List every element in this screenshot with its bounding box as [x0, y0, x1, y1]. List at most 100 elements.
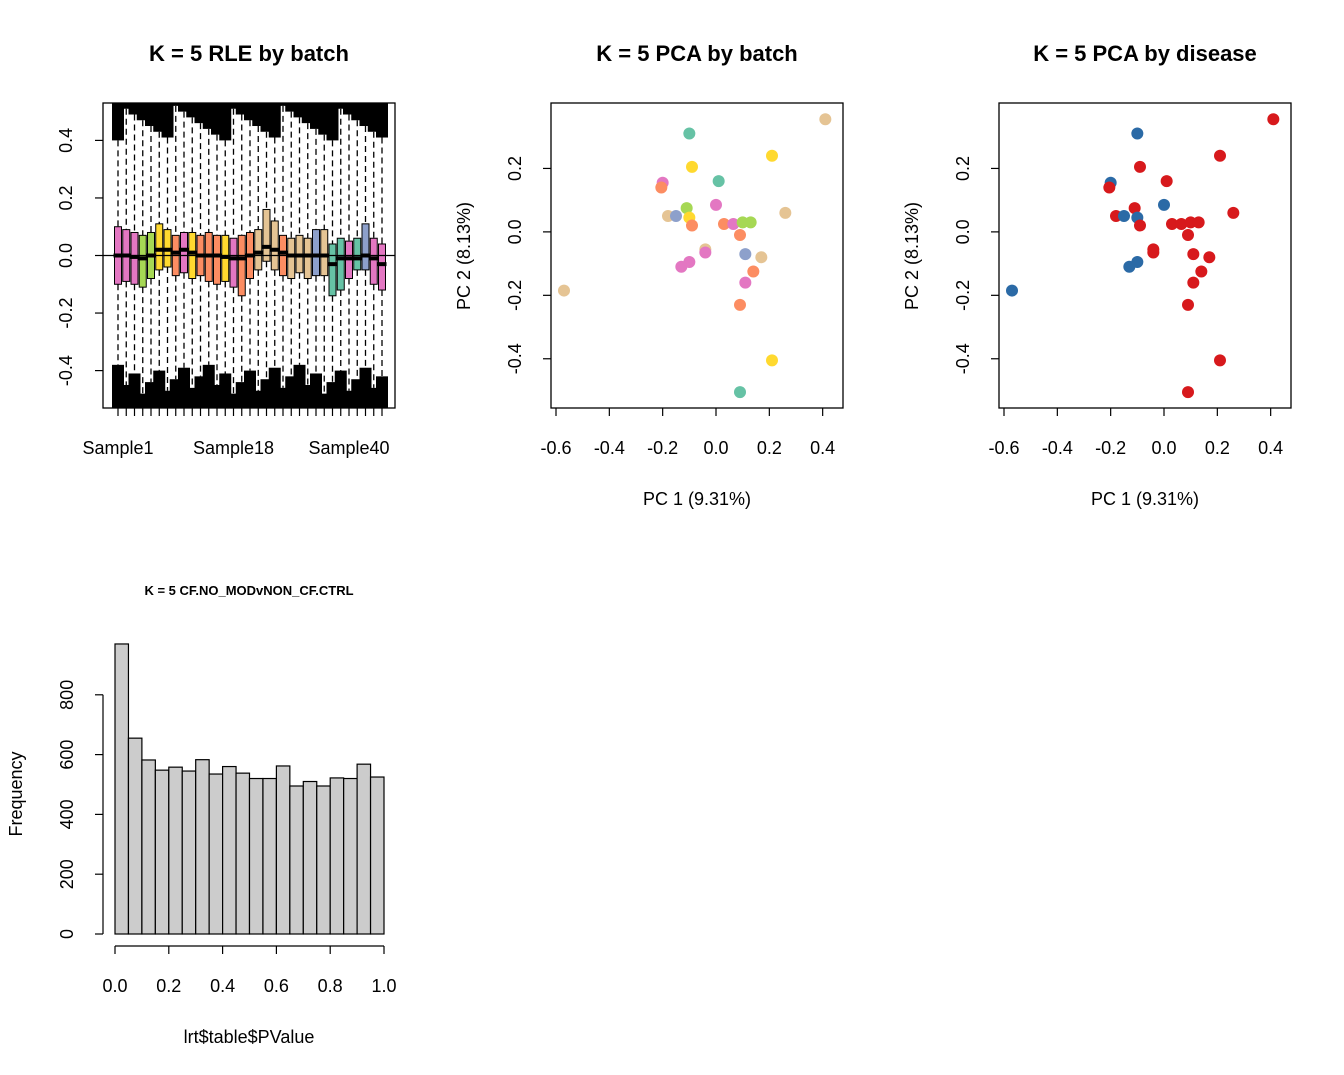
pca-disease-point	[1182, 386, 1194, 399]
pca-disease-title: K = 5 PCA by disease	[1033, 41, 1257, 66]
rle-ytick-label: -0.4	[56, 355, 76, 386]
pca-disease-point	[1006, 284, 1018, 297]
rle-xtick-label: Sample40	[308, 438, 389, 458]
rle-box	[312, 229, 320, 277]
hist-bar	[248, 777, 264, 935]
pca-batch-xtick-label: -0.4	[594, 438, 625, 458]
hist-bar	[114, 643, 130, 935]
rle-outliers	[178, 103, 190, 112]
pca-batch-point	[779, 206, 792, 219]
pca-disease-point	[1134, 219, 1146, 232]
rle-panel: K = 5 RLE by batch -0.4 -0.2 0.0 0.2 0.4 Samp…	[56, 41, 396, 458]
pca-disease-ytick-label: 0.2	[953, 156, 973, 181]
pca-batch-panel: K = 5 PCA by batch -0.6 -0.4 -0.2 0.0 0.2 0.4…	[454, 41, 844, 509]
rle-ytick-label: -0.2	[56, 298, 76, 329]
pca-disease-point	[1182, 229, 1194, 242]
hist-bar	[235, 772, 251, 935]
pca-disease-plot-area: -0.6 -0.4 -0.2 0.0 0.2 0.4 -0.4 -0.2 0.0 0.2	[953, 102, 1292, 458]
rle-outliers	[128, 103, 141, 115]
pvalue-hist-panel: K = 5 CF.NO_MODvNON_CF.CTRL 0.0 0.2 0.4 0.6…	[6, 583, 397, 1047]
pca-disease-point	[1158, 198, 1170, 211]
pca-disease-point	[1195, 265, 1208, 278]
rle-outliers	[112, 103, 124, 141]
rle-outliers	[227, 103, 240, 109]
pca-disease-point	[1103, 181, 1116, 194]
rle-xtick-label: Sample1	[82, 438, 153, 458]
pvalue-hist-ylabel: Frequency	[6, 751, 26, 836]
pca-batch-point	[710, 198, 722, 211]
rle-box	[336, 237, 345, 291]
hist-bar	[154, 769, 170, 935]
rle-title: K = 5 RLE by batch	[149, 41, 349, 66]
rle-box	[262, 208, 271, 262]
pca-batch-point	[727, 217, 740, 230]
hist-bar	[369, 776, 385, 935]
pca-disease-point	[1187, 276, 1200, 289]
pca-batch-ytick-label: -0.4	[505, 343, 525, 374]
rle-box	[138, 234, 147, 288]
rle-outliers	[326, 103, 339, 141]
pca-disease-point	[1134, 160, 1146, 173]
rle-xtick-label: Sample18	[193, 438, 274, 458]
pca-batch-point	[670, 210, 682, 223]
pca-disease-ytick-label: -0.4	[953, 343, 973, 374]
rle-box	[270, 220, 279, 271]
hist-bar	[181, 770, 197, 935]
pca-disease-point	[1203, 251, 1216, 264]
pca-batch-point	[712, 175, 725, 188]
rle-plot-area: -0.4 -0.2 0.0 0.2 0.4 Sample1 Sample18 Sample40	[56, 102, 396, 458]
pca-disease-point	[1131, 127, 1144, 140]
rle-outliers	[343, 103, 355, 115]
pca-disease-ytick-label: -0.2	[953, 280, 973, 311]
rle-outliers	[120, 103, 133, 109]
pca-batch-title: K = 5 PCA by batch	[596, 41, 798, 66]
pca-batch-point	[739, 276, 752, 289]
pca-disease-panel: K = 5 PCA by disease -0.6 -0.4 -0.2 0.0 0.2 0…	[902, 41, 1292, 509]
hist-bar	[289, 785, 304, 935]
hist-bar	[168, 766, 183, 935]
pca-batch-point	[558, 284, 570, 297]
pca-batch-point	[718, 217, 730, 230]
pca-batch-frame	[550, 102, 844, 409]
hist-ytick-label: 400	[57, 799, 77, 829]
hist-bar	[262, 777, 278, 935]
hist-ytick-label: 800	[57, 680, 77, 710]
hist-bar	[275, 765, 291, 935]
pca-batch-ytick-label: 0.0	[505, 219, 525, 244]
pca-disease-point	[1227, 206, 1240, 219]
rle-ytick-label: 0.2	[56, 185, 76, 210]
hist-bar	[222, 765, 237, 935]
hist-xtick-label: 1.0	[371, 976, 396, 996]
pca-disease-point	[1123, 260, 1136, 273]
rle-outliers	[277, 103, 289, 106]
pca-batch-xtick-label: -0.6	[540, 438, 571, 458]
pca-disease-xtick-label: 0.2	[1205, 438, 1230, 458]
pca-disease-point	[1187, 248, 1200, 261]
pca-batch-xtick-label: -0.2	[647, 438, 678, 458]
hist-xtick-label: 0.4	[210, 976, 235, 996]
rle-outliers	[376, 103, 388, 138]
pca-batch-xtick-label: 0.4	[810, 438, 835, 458]
pca-disease-point	[1147, 246, 1160, 259]
hist-bar	[141, 759, 156, 935]
pca-batch-point	[655, 181, 668, 194]
hist-xtick-label: 0.8	[318, 976, 343, 996]
pvalue-hist-title: K = 5 CF.NO_MODvNON_CF.CTRL	[144, 583, 353, 598]
rle-box	[213, 234, 221, 285]
rle-outliers	[376, 376, 388, 408]
pca-batch-point	[734, 229, 746, 242]
pca-disease-xtick-label: -0.6	[988, 438, 1019, 458]
rle-box	[328, 243, 337, 297]
pca-batch-point	[766, 149, 778, 162]
pca-batch-ylabel: PC 2 (8.13%)	[454, 202, 474, 310]
rle-box	[229, 237, 238, 288]
rle-box	[287, 237, 296, 280]
rle-ytick-label: 0.0	[56, 243, 76, 268]
pca-batch-point	[819, 113, 832, 126]
rle-outliers	[169, 103, 182, 106]
rle-inner	[103, 103, 395, 408]
rle-box	[303, 237, 312, 280]
pca-batch-xlabel: PC 1 (9.31%)	[643, 489, 751, 509]
hist-xtick-label: 0.6	[264, 976, 289, 996]
pca-batch-point	[755, 251, 768, 264]
